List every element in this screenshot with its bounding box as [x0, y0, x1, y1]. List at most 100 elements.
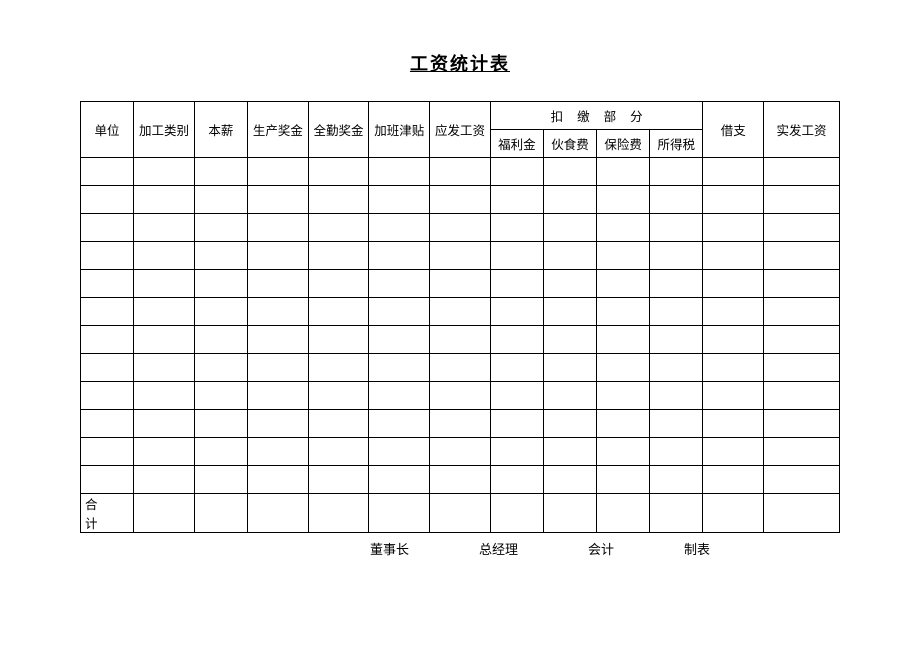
table-cell: [543, 466, 596, 494]
table-cell: [194, 354, 247, 382]
table-cell: [81, 298, 134, 326]
table-cell: [194, 438, 247, 466]
table-cell: [430, 326, 491, 354]
table-cell: [81, 214, 134, 242]
table-cell: [764, 494, 840, 533]
table-cell: [703, 270, 764, 298]
col-header: 实发工资: [764, 102, 840, 158]
table-cell: [308, 382, 369, 410]
table-cell: [543, 410, 596, 438]
table-cell: [490, 186, 543, 214]
table-cell: [308, 270, 369, 298]
total-row: 合计: [81, 494, 840, 533]
table-cell: [194, 298, 247, 326]
table-cell: [703, 410, 764, 438]
table-cell: [134, 242, 195, 270]
table-cell: [650, 298, 703, 326]
table-cell: [308, 466, 369, 494]
col-header: 借支: [703, 102, 764, 158]
table-cell: [81, 242, 134, 270]
table-cell: [81, 326, 134, 354]
table-row: [81, 438, 840, 466]
col-header: 单位: [81, 102, 134, 158]
table-cell: [134, 438, 195, 466]
table-cell: [764, 382, 840, 410]
table-cell: [650, 382, 703, 410]
table-cell: [597, 410, 650, 438]
table-cell: [490, 466, 543, 494]
table-cell: [369, 354, 430, 382]
table-cell: [247, 466, 308, 494]
table-cell: [650, 438, 703, 466]
table-cell: [369, 298, 430, 326]
signature-label: 制表: [684, 539, 710, 558]
table-cell: [194, 214, 247, 242]
signature-label: 总经理: [479, 539, 518, 558]
table-row: [81, 270, 840, 298]
table-cell: [369, 382, 430, 410]
table-cell: [369, 326, 430, 354]
table-cell: [650, 270, 703, 298]
table-cell: [134, 354, 195, 382]
table-cell: [490, 298, 543, 326]
table-cell: [308, 242, 369, 270]
table-cell: [703, 242, 764, 270]
table-cell: [650, 494, 703, 533]
table-cell: [81, 270, 134, 298]
table-cell: [247, 158, 308, 186]
table-cell: [194, 410, 247, 438]
table-cell: [490, 382, 543, 410]
table-cell: [134, 298, 195, 326]
table-cell: [764, 298, 840, 326]
table-cell: [650, 466, 703, 494]
table-cell: [308, 410, 369, 438]
table-cell: [543, 326, 596, 354]
deduction-group-header: 扣缴部分: [490, 102, 703, 130]
salary-table: 单位加工类别本薪生产奖金全勤奖金加班津贴应发工资扣缴部分借支实发工资福利金伙食费…: [80, 101, 840, 533]
footer-signatures: 董事长总经理会计制表: [80, 539, 840, 558]
table-cell: [650, 354, 703, 382]
col-header: 本薪: [194, 102, 247, 158]
deduction-sub-header: 福利金: [490, 130, 543, 158]
table-row: [81, 242, 840, 270]
table-cell: [703, 158, 764, 186]
table-cell: [597, 298, 650, 326]
table-cell: [597, 270, 650, 298]
table-row: [81, 298, 840, 326]
table-cell: [134, 326, 195, 354]
table-cell: [703, 438, 764, 466]
table-cell: [194, 382, 247, 410]
table-cell: [194, 466, 247, 494]
table-cell: [308, 186, 369, 214]
table-cell: [597, 214, 650, 242]
table-cell: [597, 466, 650, 494]
table-cell: [597, 326, 650, 354]
table-cell: [543, 270, 596, 298]
table-cell: [430, 382, 491, 410]
table-cell: [650, 410, 703, 438]
table-cell: [308, 494, 369, 533]
col-header: 加班津贴: [369, 102, 430, 158]
table-row: [81, 214, 840, 242]
table-cell: [430, 438, 491, 466]
table-cell: [247, 326, 308, 354]
table-cell: [81, 382, 134, 410]
table-cell: [247, 298, 308, 326]
table-cell: [430, 214, 491, 242]
table-cell: [490, 438, 543, 466]
table-cell: [764, 354, 840, 382]
table-cell: [430, 466, 491, 494]
table-row: [81, 158, 840, 186]
table-cell: [194, 242, 247, 270]
table-cell: [81, 410, 134, 438]
table-cell: [134, 382, 195, 410]
table-cell: [247, 494, 308, 533]
table-cell: [81, 186, 134, 214]
col-header: 应发工资: [430, 102, 491, 158]
table-cell: [543, 494, 596, 533]
table-cell: [543, 214, 596, 242]
total-label-cell: 合计: [81, 494, 134, 533]
table-cell: [430, 354, 491, 382]
table-cell: [81, 466, 134, 494]
table-cell: [369, 438, 430, 466]
